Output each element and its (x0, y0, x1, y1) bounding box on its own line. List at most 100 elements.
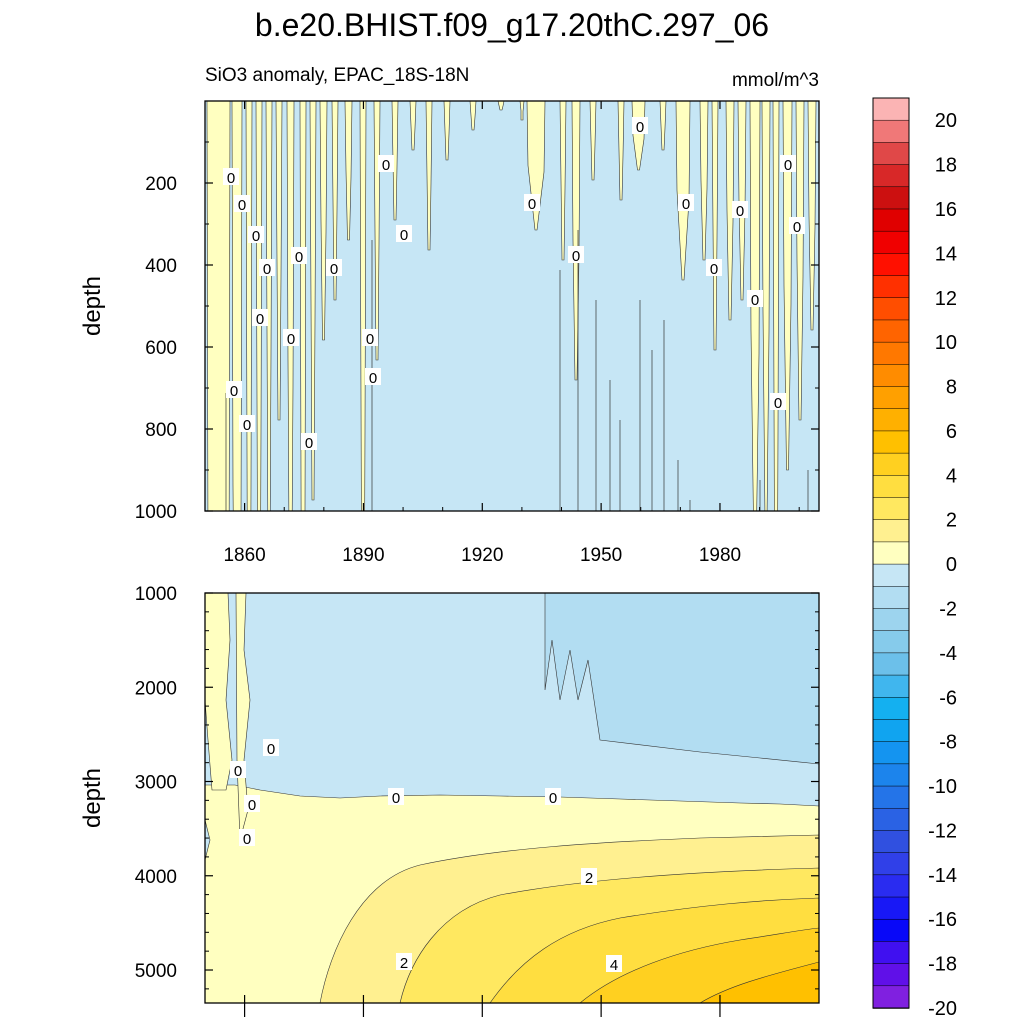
contour-label-bg (770, 393, 786, 410)
colorbar-label: -12 (928, 820, 957, 842)
contour-label: 0 (227, 170, 235, 187)
contour-label-bg (732, 201, 748, 218)
contour-label-bg (362, 329, 378, 346)
colorbar-label: -6 (939, 687, 957, 709)
contour-label: 0 (774, 395, 782, 412)
colorbar-label: 18 (935, 155, 957, 177)
y-tick-label: 200 (145, 174, 177, 195)
y-tick-label: 600 (145, 338, 177, 359)
colorbar-swatch (872, 142, 910, 166)
colorbar-swatch (872, 164, 910, 188)
contour-label: 0 (263, 261, 271, 278)
colorbar-label: 12 (935, 288, 957, 310)
contour-label: 0 (256, 311, 264, 328)
contour-label-bg (747, 290, 763, 307)
contour-label-bg (301, 433, 317, 450)
colorbar-swatch (872, 807, 910, 832)
contour-label: 0 (234, 763, 242, 780)
positive-streak (425, 101, 433, 251)
contour-label-bg (545, 788, 561, 805)
contour-label: 0 (243, 417, 251, 434)
colorbar-swatch (872, 319, 910, 343)
x-tick-label: 1980 (699, 545, 741, 566)
positive-streak (761, 101, 771, 511)
colorbar-swatch (872, 341, 910, 366)
colorbar-label: 2 (946, 510, 957, 532)
contour-label: 0 (305, 435, 313, 452)
positive-streak (206, 101, 231, 511)
positive-streak (737, 101, 747, 301)
contour-label-bg (259, 259, 275, 276)
colorbar-swatch (872, 186, 910, 210)
colorbar-swatch (872, 852, 910, 876)
positive-streak (699, 101, 709, 261)
contour-label: 0 (400, 227, 408, 244)
colorbar-swatch (872, 941, 910, 965)
contour-label-bg (606, 955, 622, 972)
positive-streak (469, 101, 477, 131)
contour-label-bg (283, 329, 299, 346)
positive-streak (782, 101, 793, 471)
positive-streak (255, 101, 263, 511)
colorbar-label: 14 (935, 243, 957, 265)
contour-label-bg (524, 194, 540, 211)
contour-label-bg (678, 194, 694, 211)
colorbar-label: -16 (928, 909, 957, 931)
colorbar-swatch (872, 918, 910, 943)
contour-label: 2 (400, 955, 408, 972)
contour-label: 0 (243, 831, 251, 848)
positive-streak (497, 101, 505, 111)
contour-label-bg (388, 788, 404, 805)
y-tick-label: 1000 (135, 584, 177, 605)
lower-plot-frame (204, 592, 820, 1004)
contour-label: 0 (295, 249, 303, 266)
positive-streak (359, 101, 367, 511)
y-tick-label: 1000 (135, 502, 177, 523)
contour-label-bg (365, 368, 381, 385)
contour-label: 4 (610, 957, 618, 974)
colorbar-label: 10 (935, 332, 957, 354)
lower-x-axis (244, 995, 721, 1017)
positive-streak (319, 101, 328, 341)
x-tick-label: 1950 (580, 545, 622, 566)
contour-label-bg (244, 795, 260, 812)
y-tick-label: 4000 (135, 867, 177, 888)
colorbar-swatch (872, 830, 910, 854)
lower-left-positive-spike (235, 593, 251, 841)
colorbar-swatch (872, 430, 910, 454)
contour-label-bg (239, 829, 255, 846)
colorbar-swatch (872, 452, 910, 477)
colorbar-swatch (872, 608, 910, 632)
contour-label: 0 (682, 196, 690, 213)
colorbar-label: 4 (946, 465, 957, 487)
contour-label-bg (780, 155, 796, 172)
positive-streak (807, 101, 817, 331)
colorbar-swatch (872, 563, 910, 588)
positive-streak (711, 101, 719, 351)
contour-label: 0 (572, 248, 580, 265)
colorbar-swatch (872, 519, 910, 543)
colorbar-label: -2 (939, 598, 957, 620)
contour-label-bg (568, 246, 584, 263)
contour-label-bg (581, 868, 597, 885)
y-tick-label: 800 (145, 420, 177, 441)
contour-label-bg (378, 155, 394, 172)
contour-label: 0 (267, 741, 275, 758)
contour-label-bg (239, 415, 255, 432)
contour-label: 0 (549, 790, 557, 807)
positive-streak (443, 101, 451, 161)
colorbar-swatch (872, 541, 910, 565)
positive-streak (675, 101, 691, 281)
contour-label: 0 (382, 157, 390, 174)
contour-label-bg (230, 761, 246, 778)
x-tick-label: 1920 (461, 545, 503, 566)
contour-label-bg (223, 168, 239, 185)
contour-label-bg (248, 226, 264, 243)
contour-label: 0 (528, 196, 536, 213)
positive-streak (795, 101, 805, 421)
colorbar-swatch (872, 785, 910, 809)
y-tick-label: 3000 (135, 773, 177, 794)
units-label: mmol/m^3 (732, 70, 819, 91)
x-tick-label: 1890 (342, 545, 384, 566)
colorbar-label: -14 (928, 865, 957, 887)
